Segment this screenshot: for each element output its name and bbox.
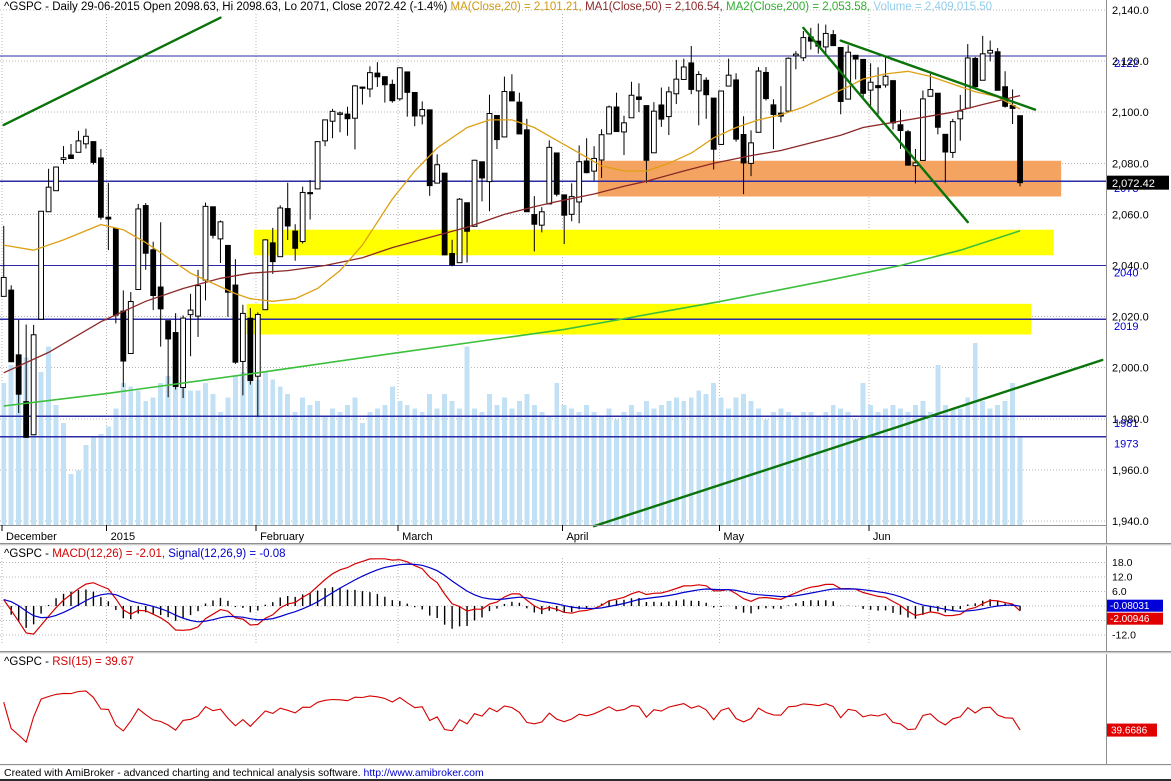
svg-text:6.0: 6.0 <box>1112 586 1127 598</box>
panel-splitter <box>0 764 1171 766</box>
month-labels: December 2015 February March April May Jun <box>1 525 891 543</box>
svg-text:2,040.0: 2,040.0 <box>1112 261 1149 273</box>
svg-text:2,120.0: 2,120.0 <box>1112 56 1149 68</box>
panel-splitter[interactable] <box>0 651 1171 654</box>
panel-splitter[interactable] <box>0 543 1171 546</box>
price-panel-title-seg-0: ^GSPC - Daily 29-06-2015 Open 2098.63, H… <box>4 1 451 13</box>
footer-text: Created with AmiBroker - advanced charti… <box>4 767 364 779</box>
macd-grid <box>0 558 1106 644</box>
status-footer: Created with AmiBroker - advanced charti… <box>4 767 484 779</box>
svg-text:December: December <box>6 531 57 543</box>
svg-text:1,940.0: 1,940.0 <box>1112 516 1149 528</box>
svg-text:2122: 2122 <box>1114 58 1138 70</box>
svg-text:2,060.0: 2,060.0 <box>1112 209 1149 221</box>
svg-text:-0.08031: -0.08031 <box>1110 601 1150 612</box>
svg-text:May: May <box>723 531 744 543</box>
price-chart-panel[interactable]: 2,140.0 2,120.0 2,100.0 2,080.0 2,060.0 2,040… <box>0 0 1171 543</box>
svg-text:-12.0: -12.0 <box>1112 630 1136 642</box>
rsi-panel-title: ^GSPC - RSI(15) = 39.67 <box>4 656 134 668</box>
price-panel-title-seg-3: MA2(Close,200) = 2,053.58, <box>726 1 874 13</box>
svg-text:-2.00946: -2.00946 <box>1110 614 1150 625</box>
svg-text:1,980.0: 1,980.0 <box>1112 414 1149 426</box>
macd-lines <box>3 558 1021 635</box>
svg-text:2,080.0: 2,080.0 <box>1112 158 1149 170</box>
macd-panel-title-seg-2: Signal(12,26,9) = -0.08 <box>168 548 286 560</box>
macd-panel-title-seg-1: MACD(12,26) = -2.01, <box>52 548 169 560</box>
svg-text:18.0: 18.0 <box>1112 557 1133 569</box>
svg-text:April: April <box>566 531 588 543</box>
svg-text:2015: 2015 <box>111 531 135 543</box>
svg-text:March: March <box>402 531 433 543</box>
svg-text:February: February <box>260 531 305 543</box>
price-axis: 2,140.0 2,120.0 2,100.0 2,080.0 2,060.0 2,040… <box>0 0 1149 543</box>
svg-text:2,072.42: 2,072.42 <box>1112 178 1155 190</box>
rsi-panel[interactable]: 39.6686 <box>0 654 1171 764</box>
svg-text:2,020.0: 2,020.0 <box>1112 312 1149 324</box>
amibroker-link[interactable]: http://www.amibroker.com <box>363 767 484 779</box>
svg-text:Jun: Jun <box>873 531 891 543</box>
support-labels: 212220732040201919811973 <box>1114 58 1138 451</box>
macd-panel-title: ^GSPC - MACD(12,26) = -2.01, Signal(12,2… <box>4 548 286 560</box>
trendline-rising-long <box>592 358 1104 528</box>
rsi-panel-title-seg-1: RSI(15) = 39.67 <box>52 656 134 668</box>
macd-panel[interactable]: 18.012.06.0-0.0-6.0-12.0-0.08031-2.00946 <box>0 546 1171 651</box>
svg-text:2,100.0: 2,100.0 <box>1112 107 1149 119</box>
rsi-line <box>3 690 1021 744</box>
svg-text:12.0: 12.0 <box>1112 571 1133 583</box>
macd-axis: 18.012.06.0-0.0-6.0-12.0 <box>1106 546 1136 651</box>
price-panel-title-seg-4: Volume = 2,409,015.50 <box>873 1 993 13</box>
rsi-value-tag: 39.6686 <box>1107 723 1157 737</box>
svg-text:1981: 1981 <box>1114 418 1138 430</box>
macd-histogram <box>10 587 1021 629</box>
candles[interactable] <box>0 23 1023 438</box>
rsi-panel-title-seg-0: ^GSPC - <box>4 656 53 668</box>
price-panel-title: ^GSPC - Daily 29-06-2015 Open 2098.63, H… <box>4 1 992 13</box>
price-panel-title-seg-1: MA(Close,20) = 2,101.21, <box>450 1 586 13</box>
price-panel-title-seg-2: MA1(Close,50) = 2,106.54, <box>585 1 727 13</box>
svg-text:2019: 2019 <box>1114 321 1138 333</box>
macd-value-tags: -0.08031 -2.00946 <box>1107 599 1163 625</box>
svg-text:39.6686: 39.6686 <box>1111 726 1148 737</box>
last-price-tag: 2,072.42 <box>1107 175 1169 190</box>
svg-text:2040: 2040 <box>1114 268 1138 280</box>
svg-text:2,000.0: 2,000.0 <box>1112 363 1149 375</box>
trendlines <box>2 16 1037 224</box>
svg-text:1,960.0: 1,960.0 <box>1112 465 1149 477</box>
svg-text:1973: 1973 <box>1114 439 1138 451</box>
moving-averages <box>3 70 1021 407</box>
macd-panel-title-seg-0: ^GSPC - <box>4 548 53 560</box>
volume-bars <box>1 343 1023 525</box>
svg-text:2,140.0: 2,140.0 <box>1112 5 1149 17</box>
